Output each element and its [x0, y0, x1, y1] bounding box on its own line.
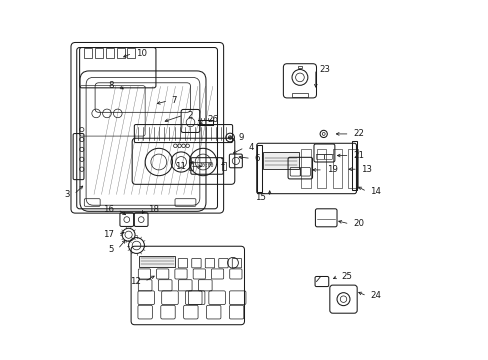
Text: 18: 18 — [148, 205, 159, 214]
Text: 25: 25 — [341, 272, 352, 281]
Text: 13: 13 — [361, 165, 372, 174]
Bar — [352, 141, 356, 190]
Text: 4: 4 — [247, 143, 253, 152]
Text: 10:00: 10:00 — [200, 163, 214, 168]
Bar — [117, 48, 124, 58]
Bar — [95, 48, 103, 58]
Text: 9: 9 — [238, 133, 243, 142]
Text: 5: 5 — [108, 245, 114, 253]
Text: 2: 2 — [186, 111, 192, 120]
Text: 14: 14 — [370, 187, 381, 196]
Text: 8: 8 — [108, 81, 114, 90]
Text: 11: 11 — [175, 162, 186, 171]
Bar — [301, 149, 310, 188]
Bar — [139, 256, 175, 267]
Bar — [263, 152, 298, 169]
Text: 10: 10 — [136, 49, 146, 58]
Bar — [222, 162, 225, 170]
Text: 23: 23 — [319, 65, 330, 74]
Text: 20: 20 — [352, 220, 364, 229]
Text: 12: 12 — [129, 277, 141, 286]
Text: 3: 3 — [64, 190, 70, 199]
Bar — [347, 149, 357, 188]
Text: 22: 22 — [352, 130, 364, 139]
Bar — [188, 162, 193, 170]
Text: 6: 6 — [254, 154, 260, 163]
Bar — [297, 66, 302, 68]
Bar — [106, 48, 114, 58]
Bar — [316, 149, 325, 188]
Text: 17: 17 — [103, 230, 114, 239]
Bar — [332, 149, 341, 188]
Text: 26: 26 — [207, 115, 218, 124]
Text: 16: 16 — [103, 205, 114, 214]
Text: 7: 7 — [171, 96, 177, 105]
Text: 1: 1 — [218, 158, 224, 167]
Text: 21: 21 — [352, 151, 364, 160]
Text: 19: 19 — [326, 166, 337, 175]
Bar — [257, 145, 261, 192]
Text: 24: 24 — [370, 292, 381, 300]
Text: 15: 15 — [255, 193, 265, 202]
Bar — [127, 48, 135, 58]
Bar — [84, 48, 92, 58]
Bar — [291, 93, 307, 97]
